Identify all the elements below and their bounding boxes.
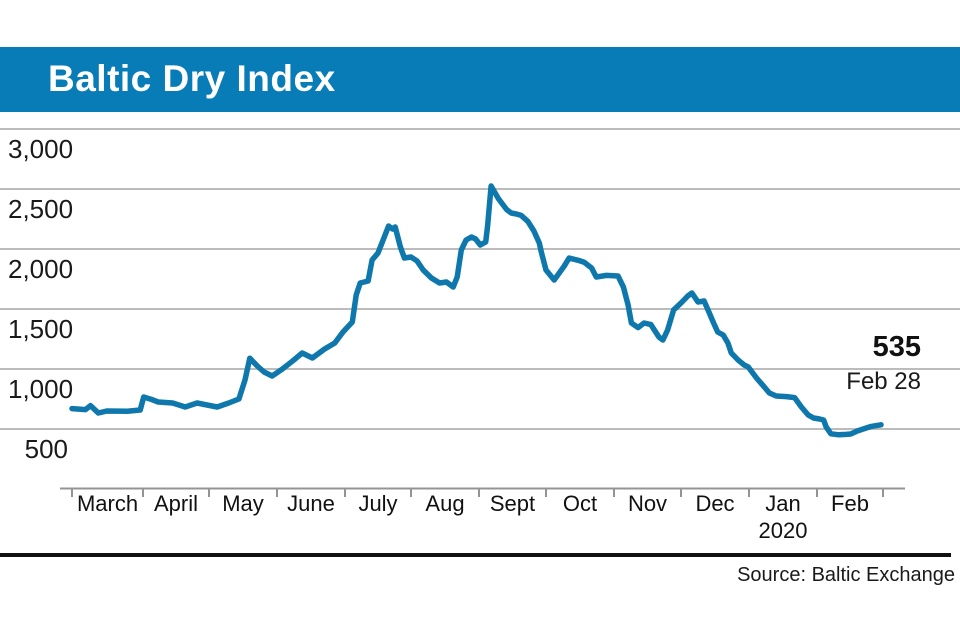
y-axis-label: 500 bbox=[24, 434, 68, 464]
y-axis-label: 1,500 bbox=[8, 314, 74, 344]
x-axis-label: June bbox=[287, 491, 335, 516]
divider-rule bbox=[0, 553, 951, 557]
last-value-annotation: 535 Feb 28 bbox=[846, 331, 921, 397]
x-axis-label: March bbox=[76, 491, 139, 516]
last-value-date: Feb 28 bbox=[846, 368, 921, 395]
x-axis-year-label: 2020 bbox=[758, 518, 808, 543]
last-value: 535 bbox=[872, 331, 921, 363]
y-axis-label: 1,000 bbox=[8, 374, 74, 404]
x-axis-label: Nov bbox=[627, 491, 668, 516]
x-axis-label: Aug bbox=[425, 491, 465, 516]
x-axis-label: July bbox=[358, 491, 398, 516]
x-axis-label: Oct bbox=[562, 491, 598, 516]
x-axis-label: May bbox=[222, 491, 264, 516]
chart-title-bar: Baltic Dry Index bbox=[0, 47, 960, 112]
x-axis-label: Sept bbox=[489, 491, 536, 516]
x-axis-label: Jan bbox=[765, 491, 801, 516]
x-axis-label: April bbox=[153, 491, 198, 516]
page-title: Baltic Dry Index bbox=[48, 58, 336, 99]
x-axis-label: Feb bbox=[831, 491, 869, 516]
x-axis-label: Dec bbox=[695, 491, 735, 516]
y-axis-label: 3,000 bbox=[8, 134, 74, 164]
y-axis-label: 2,000 bbox=[8, 254, 74, 284]
source-credit: Source: Baltic Exchange bbox=[737, 564, 955, 586]
y-axis-label: 2,500 bbox=[8, 194, 74, 224]
bdi-series-line bbox=[69, 183, 884, 438]
